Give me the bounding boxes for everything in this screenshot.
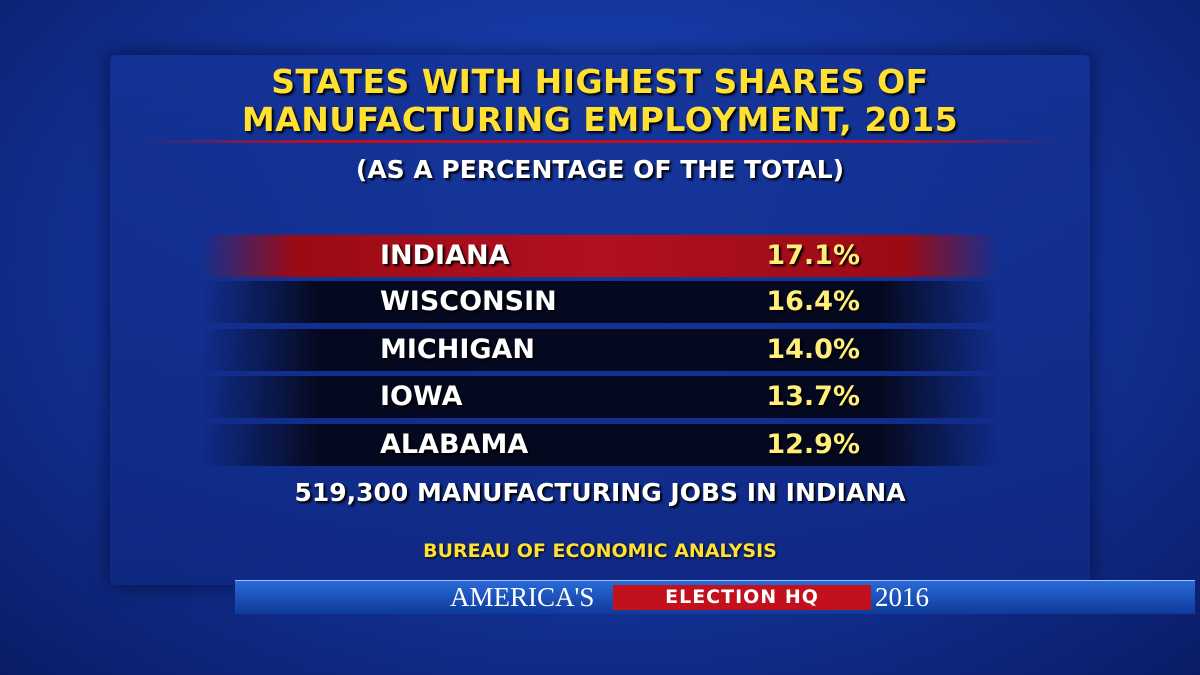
banner: AMERICA'S ELECTION HQ 2016: [235, 580, 1195, 614]
banner-middle: ELECTION HQ: [613, 585, 871, 610]
title-line: MANUFACTURING EMPLOYMENT, 2015: [241, 100, 959, 139]
banner-right: 2016: [875, 582, 929, 612]
share-value: 12.9%: [766, 429, 860, 460]
share-value: 14.0%: [766, 334, 860, 365]
banner-left: AMERICA'S: [450, 582, 595, 612]
source: BUREAU OF ECONOMIC ANALYSIS: [423, 540, 777, 562]
banner-text: ELECTION HQ: [665, 586, 819, 608]
state-name: WISCONSIN: [380, 286, 557, 317]
table-row: MICHIGAN 14.0%: [200, 329, 1000, 371]
share-value: 16.4%: [766, 286, 860, 317]
divider: [140, 140, 1060, 143]
state-name: MICHIGAN: [380, 334, 536, 365]
title-line: STATES WITH HIGHEST SHARES OF: [271, 62, 929, 101]
table-row: WISCONSIN 16.4%: [200, 281, 1000, 323]
state-name: IOWA: [380, 381, 463, 412]
note: 519,300 MANUFACTURING JOBS IN INDIANA: [294, 478, 906, 507]
share-value: 17.1%: [766, 240, 860, 271]
state-name: ALABAMA: [380, 429, 529, 460]
table-row: INDIANA 17.1%: [200, 235, 1000, 277]
table-row: ALABAMA 12.9%: [200, 424, 1000, 466]
state-name: INDIANA: [380, 240, 510, 271]
share-value: 13.7%: [766, 381, 860, 412]
subtitle: (AS A PERCENTAGE OF THE TOTAL): [355, 155, 845, 184]
table-row: IOWA 13.7%: [200, 376, 1000, 418]
